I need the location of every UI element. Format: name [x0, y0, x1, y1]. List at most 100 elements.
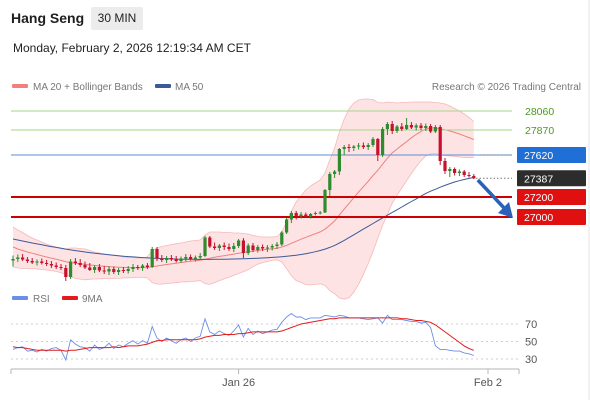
candle-body	[342, 147, 346, 149]
candle-body	[352, 146, 356, 148]
candle-body	[102, 270, 106, 272]
candle-body	[381, 129, 385, 155]
datetime-stamp: Monday, February 2, 2026 12:19:34 AM CET	[13, 41, 251, 55]
candle-body	[438, 127, 442, 161]
timeframe-badge[interactable]: 30 MIN	[91, 7, 143, 30]
candle-body	[59, 267, 63, 268]
candle-body	[246, 245, 250, 253]
level-tag-27620	[517, 147, 586, 163]
candle-body	[30, 261, 34, 263]
candle-body	[333, 171, 337, 174]
bollinger-band-fill	[13, 99, 474, 300]
candle-body	[40, 261, 44, 263]
candle-body	[160, 258, 164, 260]
price-levels: 28060 27870 27620 27387 27200 27000	[11, 106, 586, 225]
rsi-legend: RSI 9MA	[12, 294, 103, 305]
legend-label-rsi: RSI	[33, 294, 50, 305]
candle-body	[443, 161, 447, 171]
candle-body	[265, 247, 269, 249]
candle-body	[203, 237, 207, 256]
candle-body	[256, 247, 260, 250]
candle-body	[366, 145, 370, 147]
bb-lower-line	[12, 153, 474, 300]
candle-body	[357, 145, 361, 147]
bollinger-band-area	[13, 99, 474, 300]
level-label-27000: 27000	[524, 212, 553, 224]
level-label-27620: 27620	[524, 150, 553, 162]
candle-body	[261, 247, 265, 249]
candle-body	[227, 247, 231, 249]
candle-body	[453, 169, 457, 173]
legend-swatch-9ma	[62, 296, 78, 300]
candle-body	[16, 257, 20, 259]
candlesticks	[11, 118, 476, 281]
candle-body	[323, 190, 327, 213]
credit-text: Research © 2026 Trading Central	[432, 82, 581, 93]
chart-header: Hang Seng 30 MIN Monday, February 2, 202…	[0, 0, 590, 72]
candle-body	[285, 219, 289, 233]
rsi-panel: 70 50 30	[11, 312, 537, 366]
level-tag-27387	[517, 170, 586, 187]
candle-body	[83, 265, 87, 268]
candle-body	[145, 265, 149, 267]
candle-body	[184, 257, 188, 259]
candle-body	[232, 246, 236, 249]
candle-body	[390, 124, 394, 131]
candle-body	[467, 175, 471, 176]
candle-body	[169, 258, 173, 260]
time-axis-label: Feb 2	[474, 377, 502, 389]
candle-body	[424, 126, 428, 128]
candle-body	[309, 214, 313, 217]
time-axis-label: Jan 26	[222, 377, 255, 389]
candle-body	[419, 125, 423, 128]
candle-body	[275, 244, 279, 246]
candle-body	[64, 268, 68, 277]
candle-body	[400, 126, 404, 129]
candle-body	[107, 269, 111, 272]
candle-body	[155, 249, 159, 259]
level-label-27200: 27200	[524, 192, 553, 204]
candle-body	[25, 259, 29, 261]
candle-body	[376, 139, 380, 155]
candle-body	[405, 125, 409, 129]
level-tag-27200	[517, 189, 586, 205]
candle-body	[328, 174, 332, 190]
candle-body	[21, 257, 25, 260]
candle-body	[97, 267, 101, 271]
candle-body	[88, 267, 92, 270]
candle-body	[448, 169, 452, 171]
forecast-arrow	[476, 178, 513, 218]
rsi-tick-label-70: 70	[525, 319, 537, 331]
candle-body	[222, 245, 226, 247]
time-axis: Jan 26 Feb 2	[10, 0, 590, 400]
candle-body	[462, 171, 466, 175]
candle-body	[189, 257, 193, 259]
candle-body	[45, 263, 49, 264]
candle-body	[69, 261, 73, 277]
bb-upper-line	[12, 98, 475, 259]
ma50-line	[12, 177, 474, 260]
candle-body	[78, 263, 82, 265]
candle-body	[11, 259, 15, 261]
level-label-27870: 27870	[525, 125, 554, 137]
candle-body	[299, 214, 303, 216]
candle-body	[54, 265, 58, 267]
candle-body	[318, 212, 322, 214]
candle-body	[337, 149, 341, 172]
candle-body	[174, 259, 178, 261]
legend-label-ma50: MA 50	[175, 82, 204, 93]
legend-swatch-ma20	[12, 84, 28, 88]
candle-body	[35, 261, 39, 263]
candle-body	[121, 270, 125, 271]
candle-body	[472, 176, 476, 179]
candle-body	[270, 246, 274, 248]
candle-body	[179, 258, 183, 261]
candle-body	[251, 245, 255, 250]
candle-body	[213, 246, 217, 248]
forecast-arrow-head	[498, 202, 513, 218]
level-tag-27000	[517, 209, 586, 225]
legend-swatch-rsi	[12, 296, 28, 300]
candle-body	[208, 237, 212, 247]
candle-body	[395, 126, 399, 131]
